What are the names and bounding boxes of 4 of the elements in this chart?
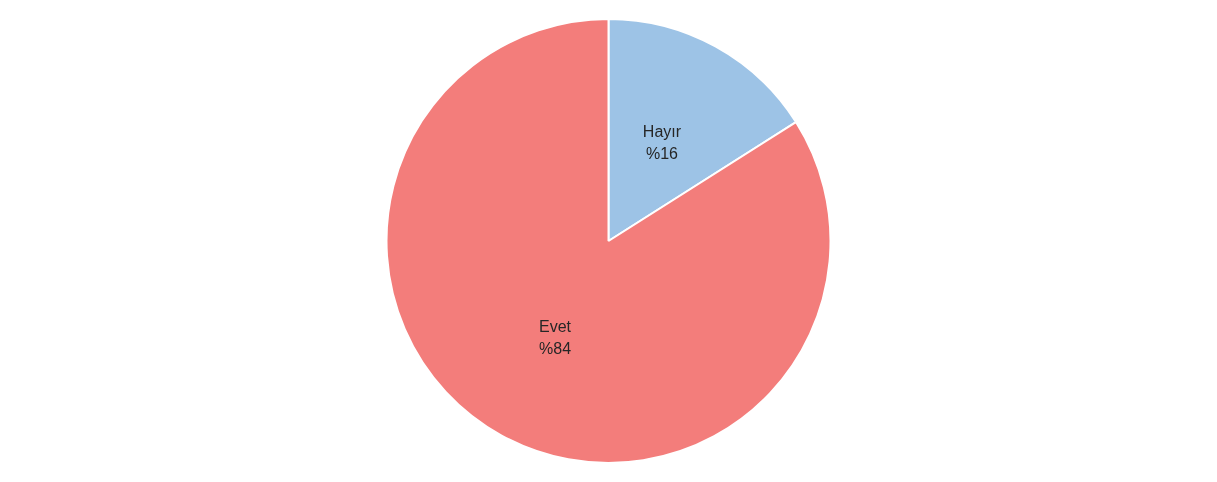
slice-label: Evet xyxy=(539,317,572,335)
slice-label: Hayır xyxy=(642,123,682,141)
data-label: %84 xyxy=(539,339,572,357)
data-label: %16 xyxy=(645,145,679,163)
